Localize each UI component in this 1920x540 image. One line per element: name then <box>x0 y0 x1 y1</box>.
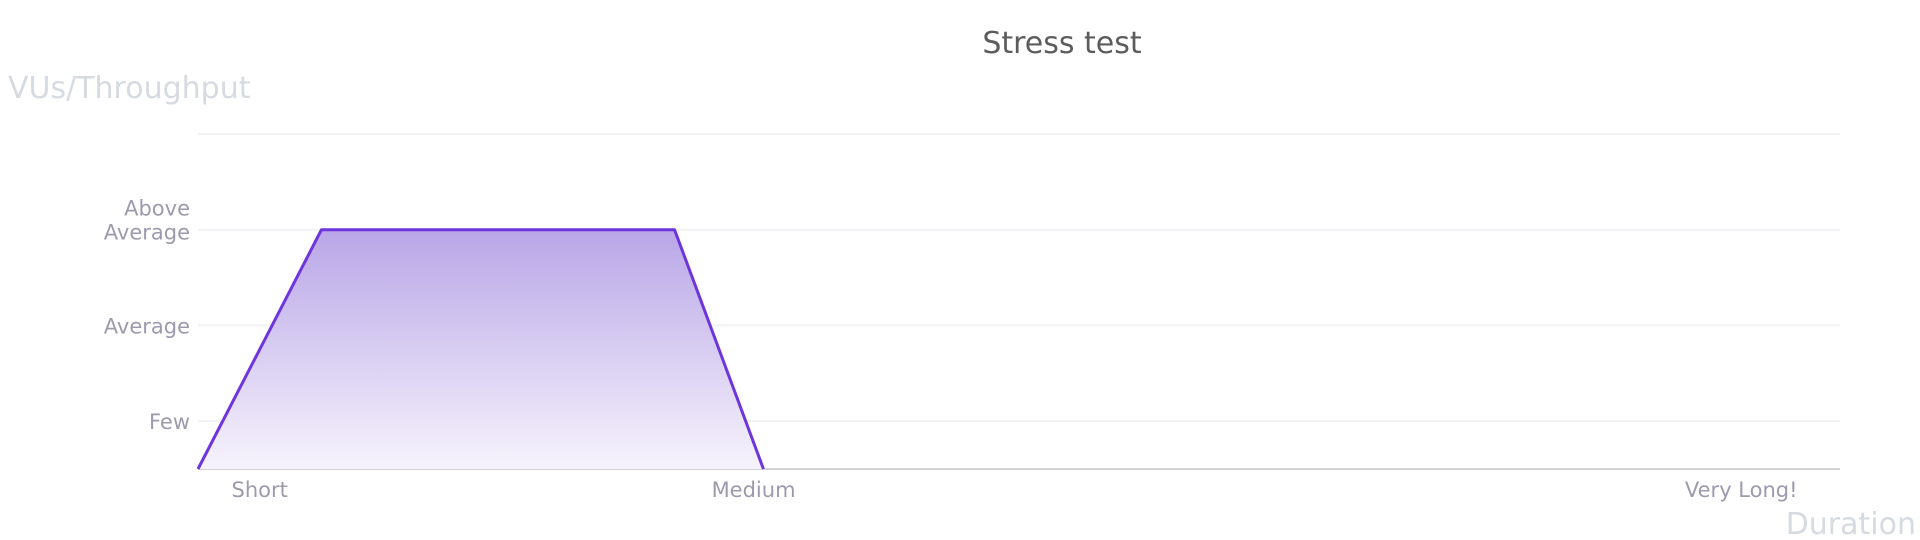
y-tick-label: Few <box>149 410 190 434</box>
x-tick-label: Short <box>232 478 288 502</box>
x-tick-label: Medium <box>712 478 796 502</box>
series-area <box>198 229 764 469</box>
x-axis-label: Duration <box>1786 507 1916 540</box>
chart-title: Stress test <box>982 26 1142 61</box>
y-tick-label: Above Average <box>104 197 190 245</box>
y-axis-label: VUs/Throughput <box>8 71 251 106</box>
x-tick-label: Very Long! <box>1685 478 1798 502</box>
y-tick-label: Average <box>104 314 190 338</box>
series-line <box>196 228 765 470</box>
